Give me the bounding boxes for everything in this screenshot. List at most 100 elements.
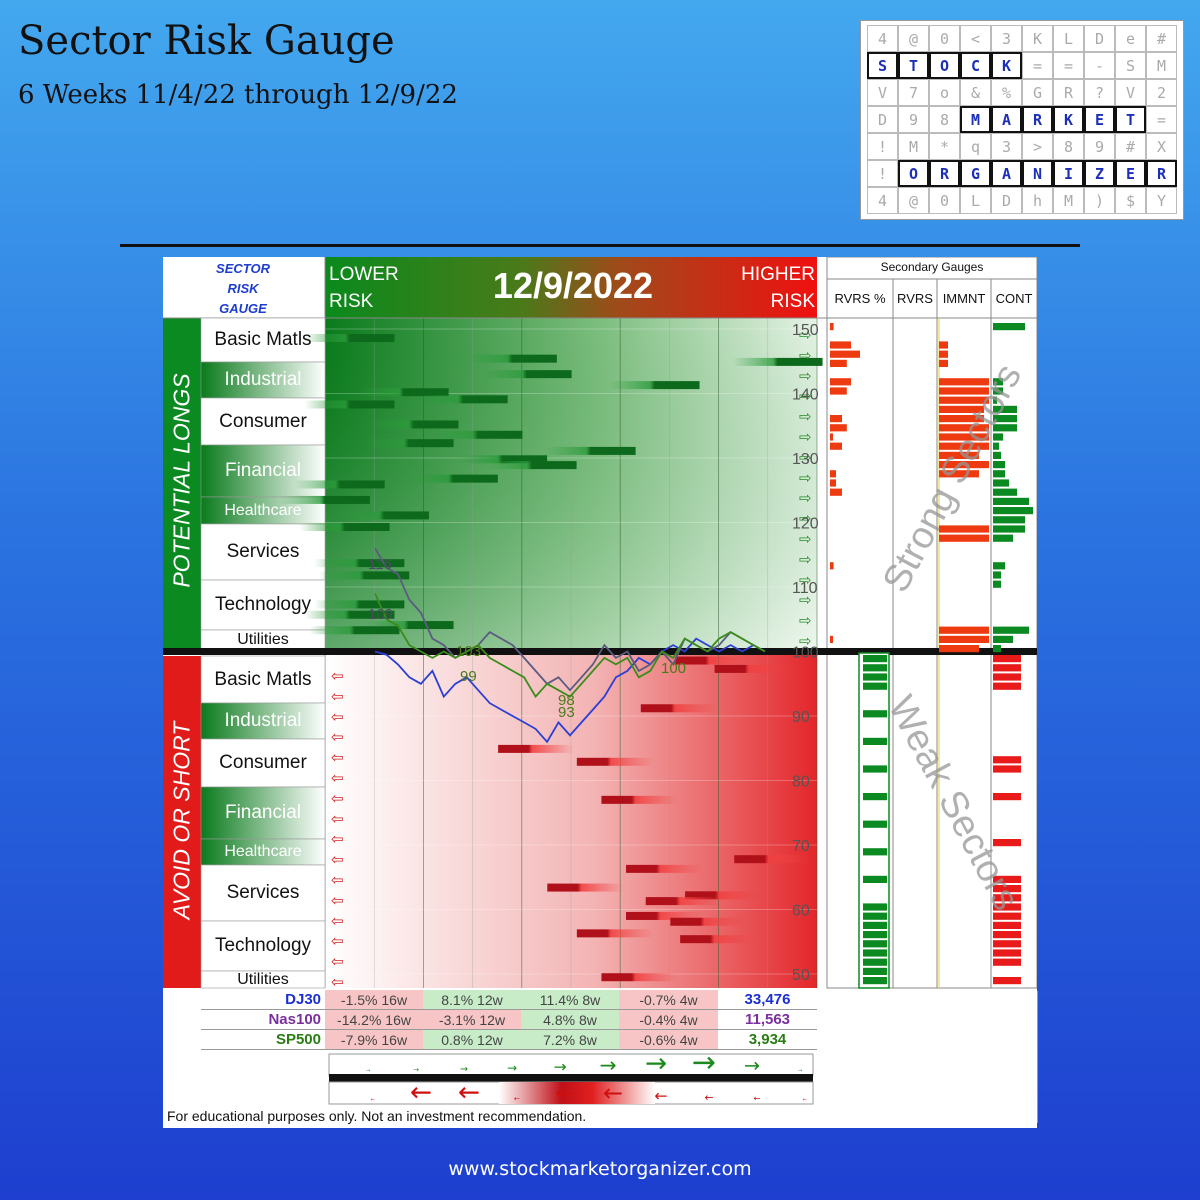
- sector-bar-strong: [432, 430, 523, 439]
- weak-rvrs-pct-bar: [863, 875, 887, 883]
- logo-letter: #: [1146, 25, 1177, 52]
- logo-letter: #: [1115, 133, 1146, 160]
- sector-cell: [200, 579, 326, 631]
- weak-rvrs-pct-bar: [863, 793, 887, 801]
- gauge-panel: ⇨ ⇨ ⇨ ⇨ ⇨ ⇨ ⇨ ⇨ ⇨ ⇨ ⇨ ⇨ ⇨ ⇨ ⇨ ⇨ ⇦ ⇦ ⇦ ⇦ ⇦ ⇦ ⇦ ⇦ ⇦ ⇦ ⇦ ⇦ ⇦ ⇦ ⇦ ⇦ 116 109 1…: [163, 257, 1037, 1128]
- weak-rvrs-pct-bar: [863, 848, 887, 856]
- sector-label-healthcare-short: Healthcare: [224, 843, 302, 860]
- sector-cell: [200, 970, 326, 989]
- index-nas100-w16: -14.2% 16w: [325, 1010, 423, 1030]
- short-arrow-icon: ⇦: [331, 932, 344, 950]
- immnt-bar: [939, 442, 989, 450]
- rvrs-pct-bar: [830, 470, 836, 478]
- weak-rvrs-pct-bar: [863, 682, 887, 690]
- cont-bar: [993, 433, 1003, 441]
- sector-bar-weak: [734, 855, 811, 864]
- weak-rvrs-pct-bar: [863, 839, 887, 847]
- index-nas100-value: 11,563: [718, 1010, 817, 1030]
- cont-bar: [993, 424, 1017, 432]
- index-sp500-name: SP500: [201, 1030, 325, 1050]
- line-annotation: 103: [456, 643, 481, 660]
- logo-letter: A: [991, 106, 1022, 133]
- long-arrow-icon: ⇨: [799, 326, 812, 344]
- cont-bar: [993, 461, 1005, 469]
- sector-bar-weak: [640, 704, 717, 713]
- logo-letter: R: [1053, 79, 1084, 106]
- weak-rvrs-pct-bar: [863, 655, 887, 663]
- sector-bar-weak: [670, 917, 747, 926]
- line-annotation: 99: [460, 668, 477, 685]
- long-arrow-icon: ⇨: [799, 448, 812, 466]
- logo-letter: !: [867, 133, 898, 160]
- weak-rvrs-pct-bar: [863, 710, 887, 718]
- logo-letter: 4: [867, 25, 898, 52]
- sector-bar-weak: [626, 911, 703, 920]
- long-arrow-icon: ⇨: [799, 428, 812, 446]
- logo-letter: I: [1053, 160, 1084, 187]
- weak-rvrs-pct-bar: [863, 701, 887, 709]
- potential-longs-label: POTENTIAL LONGS: [168, 373, 195, 588]
- weak-cont-bar: [993, 958, 1021, 966]
- sector-bar-strong: [457, 455, 548, 464]
- rvrs-pct-bar: [830, 488, 842, 496]
- rvrs-pct-bar: [830, 378, 851, 386]
- short-arrow-icon: ⇦: [331, 749, 344, 767]
- cont-bar: [993, 497, 1029, 505]
- sector-bar-strong: [309, 626, 400, 635]
- y-tick-label: 150: [792, 322, 819, 339]
- sector-label-services-short: Services: [226, 882, 300, 903]
- cont-bar: [993, 645, 1001, 653]
- logo-letter: D: [1084, 25, 1115, 52]
- sector-bar-weak: [547, 883, 624, 892]
- immnt-bar: [939, 359, 948, 367]
- weak-cont-bar: [993, 839, 1021, 847]
- long-arrow-icon: ⇨: [799, 510, 812, 528]
- sector-label-industrial-long: Industrial: [224, 369, 302, 390]
- logo-letter: e: [1115, 25, 1146, 52]
- logo-letter: M: [960, 106, 991, 133]
- sector-bar-weak: [680, 935, 757, 944]
- logo-letter: R: [1022, 106, 1053, 133]
- weak-rvrs-pct-bar: [863, 894, 887, 902]
- logo-letter: R: [1146, 160, 1177, 187]
- sector-bar-strong: [466, 354, 557, 363]
- long-arrow-icon: ⇨: [799, 408, 812, 426]
- sector-bar-weak: [498, 744, 575, 753]
- line-annotation: 109: [368, 606, 393, 623]
- sector-bar-weak: [626, 864, 703, 873]
- secondary-title: Secondary Gauges: [880, 260, 984, 274]
- logo-letter: &: [960, 79, 991, 106]
- short-arrow-icon: ⇦: [331, 953, 344, 971]
- weak-cont-bar: [993, 682, 1021, 690]
- sector-bar-strong: [363, 621, 454, 630]
- sector-bar-weak: [675, 656, 752, 665]
- logo-letter: V: [867, 79, 898, 106]
- divider: [120, 244, 1080, 247]
- rvrs-pct-bar: [830, 359, 847, 367]
- sector-label-technology-long: Technology: [214, 594, 312, 615]
- trend-up-arrow-icon: →: [744, 1054, 760, 1077]
- immnt-bar: [939, 341, 948, 349]
- series-line-sp500: [374, 593, 766, 699]
- short-arrow-icon: ⇦: [331, 708, 344, 726]
- trend-up-arrow-icon: →: [413, 1065, 419, 1074]
- index-dj30-name: DJ30: [201, 990, 325, 1010]
- long-arrow-icon: ⇨: [799, 632, 812, 650]
- logo-letter: Y: [1146, 187, 1177, 214]
- cont-bar: [993, 580, 1001, 588]
- series-line-dj30: [374, 637, 766, 744]
- sec-col-rvrs: RVRS: [897, 291, 933, 306]
- weak-cont-bar: [993, 931, 1021, 939]
- sector-bar-strong: [368, 420, 459, 429]
- cont-bar: [993, 571, 1001, 579]
- logo-letter: R: [929, 160, 960, 187]
- immnt-bar: [939, 461, 989, 469]
- weak-cont-bar: [993, 875, 1021, 883]
- site-url[interactable]: www.stockmarketorganizer.com: [448, 1158, 752, 1180]
- rvrs-pct-bar: [830, 323, 834, 331]
- logo-letter: ?: [1084, 79, 1115, 106]
- weak-rvrs-pct-bar: [863, 673, 887, 681]
- logo-letter: 8: [929, 106, 960, 133]
- trend-up-arrow-icon: →: [798, 1069, 802, 1074]
- sector-label-consumer-long: Consumer: [219, 410, 307, 432]
